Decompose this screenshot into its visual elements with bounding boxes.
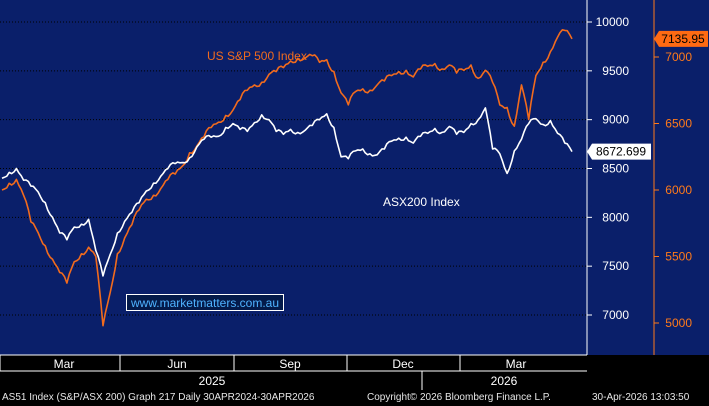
right-tick-label-6000: 6000: [665, 183, 692, 197]
year-label-2026: 2026: [491, 374, 518, 388]
right-tick-label-5000: 5000: [665, 316, 692, 330]
footer-copyright: Copyright© 2026 Bloomberg Finance L.P.: [367, 392, 551, 403]
asx-last-value-box: [587, 143, 651, 160]
left-tick-label-9500: 9500: [602, 64, 629, 78]
right-tick-label-7000: 7000: [665, 50, 692, 64]
x-axis: Mar Jun Sep Dec Mar 2025 2026: [0, 354, 587, 390]
left-tick-label-8000: 8000: [602, 210, 629, 224]
right-axis-ticks: 5000 5500 6000 6500 7000: [654, 50, 692, 330]
left-tick-label-7500: 7500: [602, 259, 629, 273]
asx-series-label: ASX200 Index: [383, 195, 460, 209]
month-label-4: Mar: [506, 357, 527, 371]
footer-bar: AS51 Index (S&P/ASX 200) Graph 217 Daily…: [0, 390, 709, 406]
spx-last-value: 7135.95: [661, 32, 705, 46]
spx-last-value-box: [654, 30, 708, 47]
left-tick-label-7000: 7000: [602, 308, 629, 322]
watermark-url: www.marketmatters.com.au: [126, 294, 284, 311]
asx-series-line: [1, 107, 573, 277]
right-tick-label-6500: 6500: [665, 117, 692, 131]
series-lines: [1, 29, 573, 327]
plot-background: [0, 0, 587, 355]
last-value-labels: 8672.699 7135.95: [587, 30, 708, 160]
asx-last-value: 8672.699: [596, 145, 646, 159]
right-axis-panel: [587, 0, 709, 355]
left-tick-label-9000: 9000: [602, 113, 629, 127]
month-label-3: Dec: [392, 357, 413, 371]
month-label-2: Sep: [279, 357, 301, 371]
left-tick-label-10000: 10000: [596, 15, 630, 29]
left-axis-ticks: 7000 7500 8000 8500 9000 9500 10000: [587, 15, 629, 322]
spx-series-label: US S&P 500 Index: [207, 49, 307, 63]
footer-security-info: AS51 Index (S&P/ASX 200) Graph 217 Daily…: [2, 392, 315, 403]
year-label-2025: 2025: [199, 374, 226, 388]
spx-series-line: [1, 29, 573, 327]
left-tick-label-8500: 8500: [602, 162, 629, 176]
month-label-1: Jun: [167, 357, 186, 371]
month-label-0: Mar: [54, 357, 75, 371]
right-tick-label-5500: 5500: [665, 250, 692, 264]
grid-lines: [0, 21, 587, 316]
footer-timestamp: 30-Apr-2026 13:03:50: [592, 392, 690, 403]
